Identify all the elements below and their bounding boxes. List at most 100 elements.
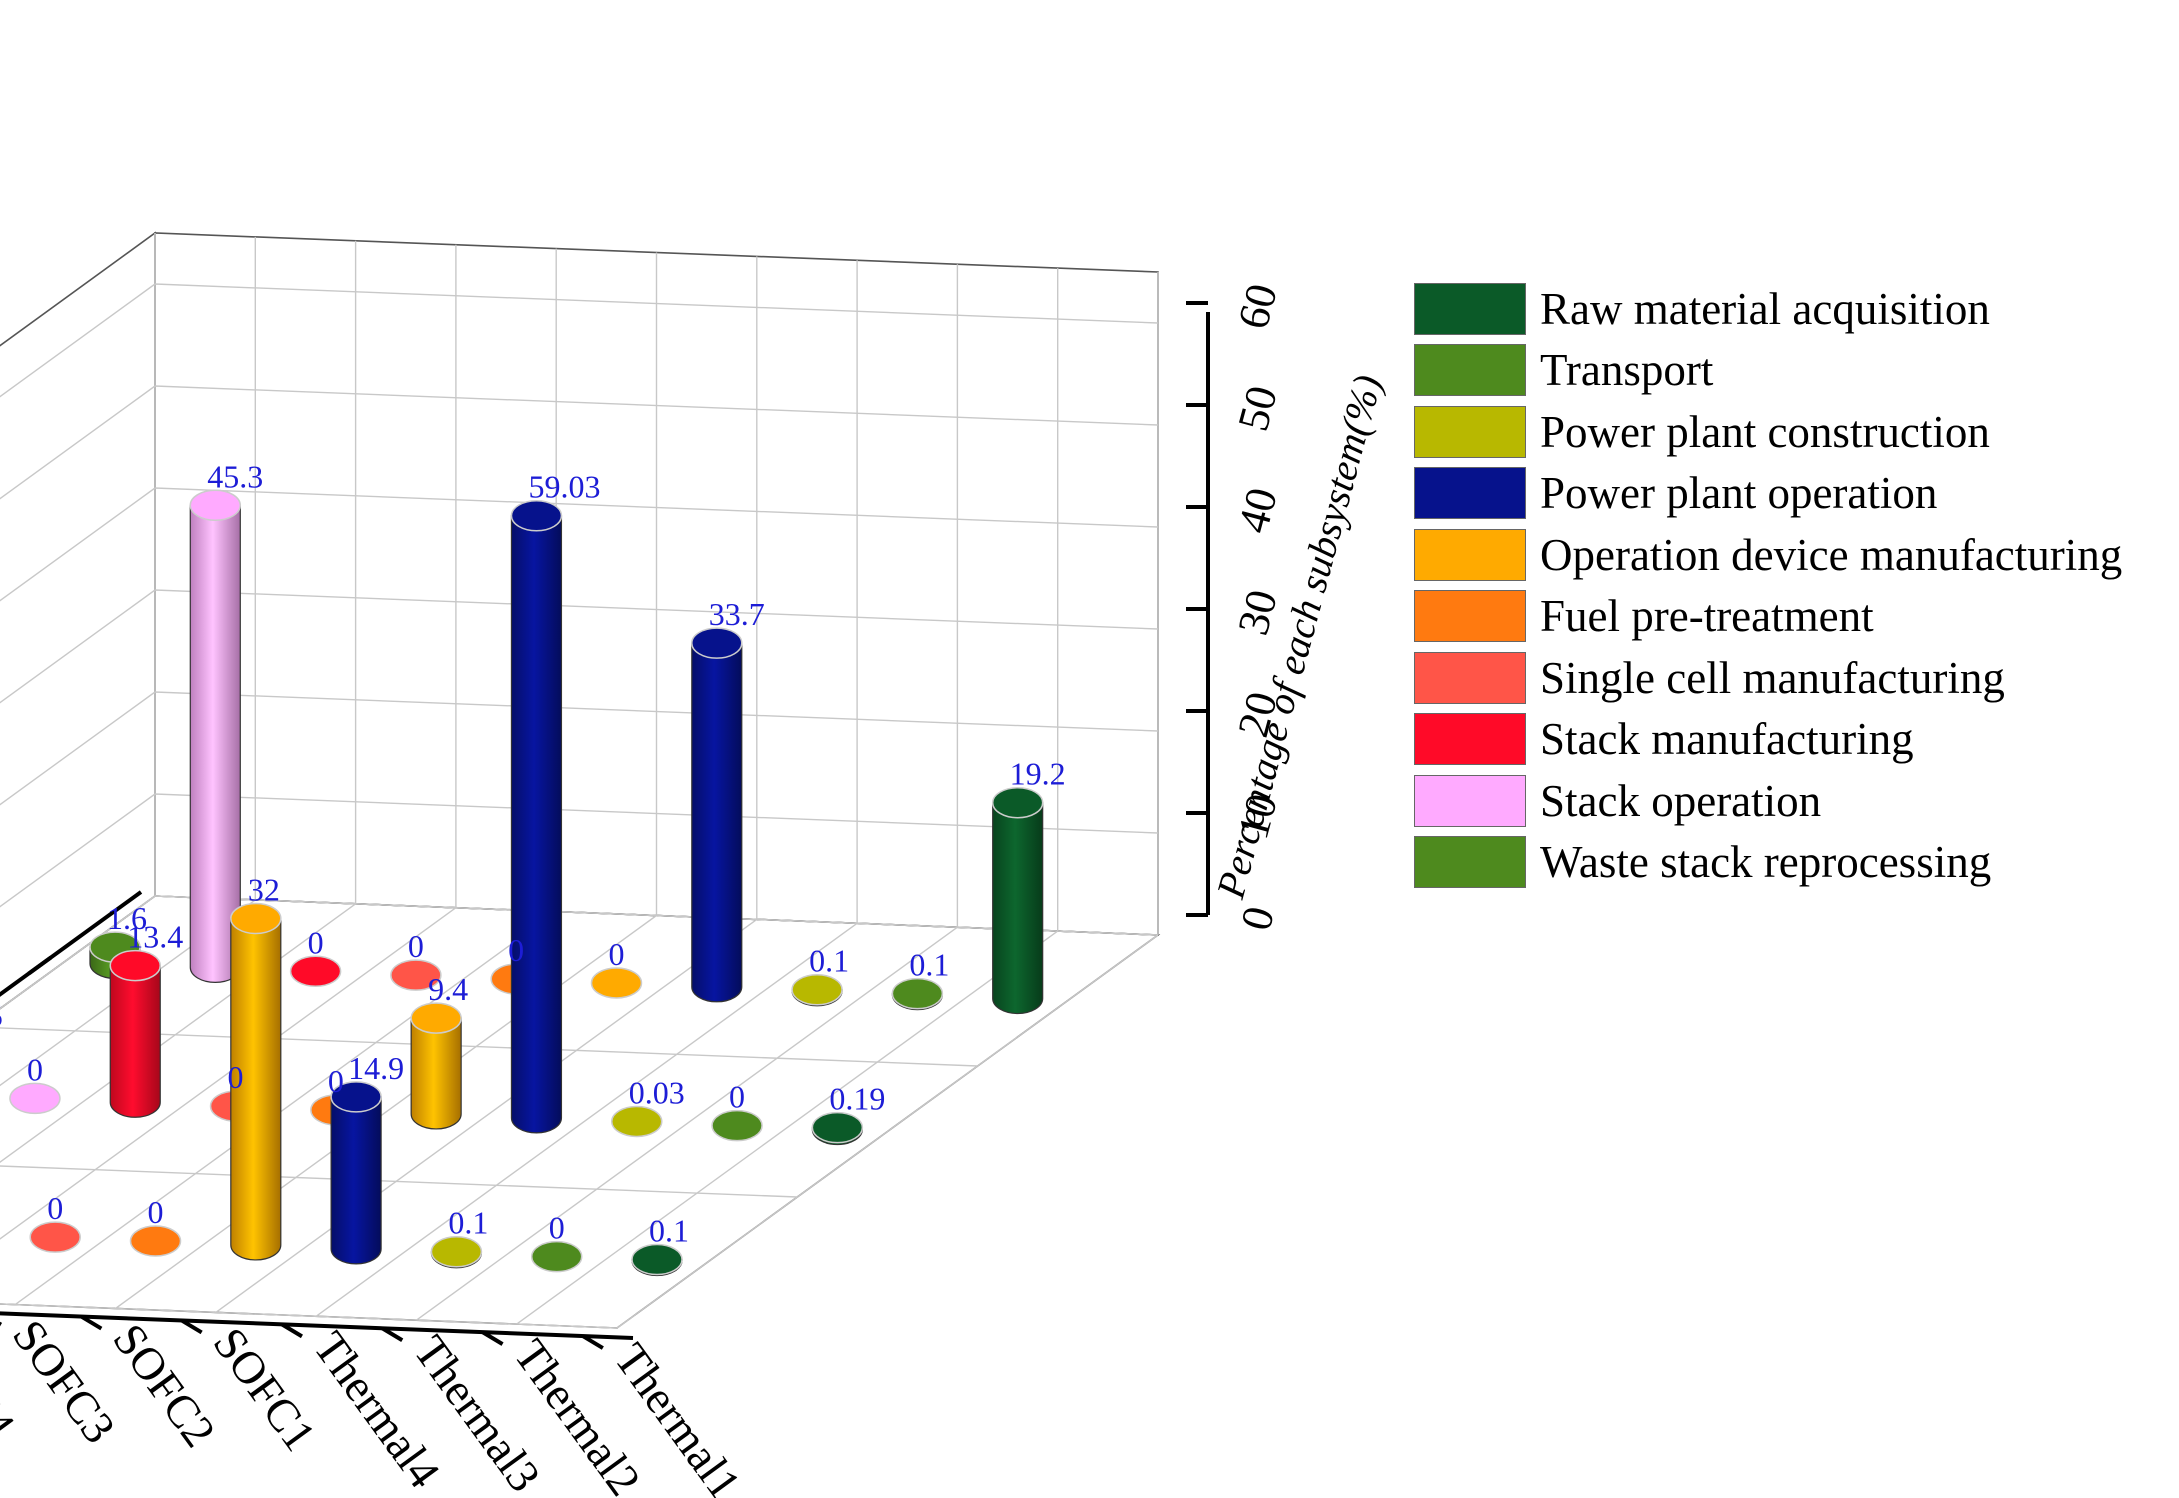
bar-top (29, 1221, 81, 1253)
legend-swatch (1414, 282, 1526, 335)
grid-line (215, 918, 758, 1313)
grid-line (0, 691, 1159, 806)
legend-item-stack-manufacturing: Stack manufacturing (1414, 709, 2122, 771)
bar-top (289, 955, 342, 987)
data-label-gwp-thermal2: 0.1 (909, 947, 949, 983)
data-label-ap-sofc3: 0 (228, 1059, 244, 1095)
system-tick (481, 1330, 504, 1346)
data-label-gwp-sofc1: 0 (608, 936, 624, 972)
bar-ep-thermal1 (631, 1243, 683, 1277)
system-label-sofc3: SOFC3 (3, 1311, 125, 1453)
legend-swatch (1414, 713, 1526, 766)
legend-swatch (1414, 344, 1526, 397)
bar-top (189, 489, 242, 522)
grid-line (0, 899, 256, 1087)
bar-gwp-thermal1 (991, 786, 1044, 1014)
system-tick (80, 1314, 103, 1331)
data-label-ap-sofc4: 13.4 (127, 919, 183, 955)
data-label-ep-sofc1: 32 (248, 872, 280, 908)
legend-swatch (1414, 590, 1526, 643)
z-tick-label: 50 (1228, 381, 1287, 436)
bar-ap-sofc5 (9, 1082, 61, 1115)
system-axis-line (0, 1311, 634, 1340)
grid-line (0, 385, 1159, 500)
legend-item-single-cell-manufacturing: Single cell manufacturing (1414, 647, 2122, 709)
bar-ap-sofc4 (109, 949, 161, 1118)
data-label-gwp-sofc6: 1.6 (107, 900, 147, 936)
data-label-ep-sofc3: 0 (47, 1190, 63, 1226)
data-label-ap-thermal1: 0.19 (829, 1081, 885, 1117)
data-label-ap-sofc1: 9.4 (428, 971, 468, 1007)
data-label-gwp-thermal4: 33.7 (709, 596, 765, 632)
bar-top (991, 786, 1044, 819)
grid-line (0, 283, 1159, 398)
bar-top (611, 1105, 663, 1138)
grid-line (14, 911, 557, 1306)
bar-gwp-sofc4 (289, 955, 342, 987)
legend-swatch (1414, 405, 1526, 458)
data-label-ap-thermal3: 0.03 (629, 1074, 685, 1110)
bar-top (891, 977, 944, 1010)
legend-label: Stack manufacturing (1540, 714, 1914, 765)
legend-label: Transport (1540, 345, 1714, 396)
data-label-ep-thermal4: 14.9 (348, 1050, 404, 1086)
legend-label: Fuel pre-treatment (1540, 591, 1874, 642)
legend-item-raw-material-acquisition: Raw material acquisition (1414, 278, 2122, 340)
bar-top (410, 1002, 462, 1034)
legend-item-stack-operation: Stack operation (1414, 770, 2122, 832)
bar-ep-thermal4 (330, 1081, 382, 1265)
legend-swatch (1414, 651, 1526, 704)
bar-ap-thermal4 (510, 499, 563, 1134)
bar-gwp-sofc3 (390, 959, 442, 991)
legend-label: Stack operation (1540, 775, 1822, 826)
legend-item-operation-device-manufacturing: Operation device manufacturing (1414, 524, 2122, 586)
bar-top (330, 1081, 382, 1113)
bar-top (631, 1243, 683, 1276)
bar-ep-sofc1 (230, 902, 282, 1261)
legend-label: Power plant operation (1540, 468, 1938, 519)
bar-body (992, 802, 1044, 1014)
bar-top (711, 1109, 763, 1142)
grid-line (0, 487, 1159, 602)
label-layer: 1.645.317.930034.4013.400018.500033.79.4… (0, 458, 1066, 1248)
bar-body (109, 964, 161, 1118)
grid-line (0, 1303, 618, 1329)
grid-line (0, 793, 1159, 908)
category-tick (27, 955, 53, 976)
data-label-ep-thermal1: 0.1 (649, 1213, 689, 1249)
bar-top (530, 1240, 583, 1273)
bar-ap-thermal2 (711, 1109, 763, 1142)
legend-label: Operation device manufacturing (1540, 529, 2123, 580)
legend-label: Single cell manufacturing (1540, 652, 2005, 703)
bar-layer (9, 489, 1044, 1277)
z-tick-label: 60 (1228, 279, 1287, 334)
system-tick (280, 1322, 303, 1339)
bar-body (410, 1017, 462, 1130)
bar-body (691, 642, 743, 1003)
bar-top (390, 959, 442, 991)
z-axis-title: Percentage of each subsystem(%) (1207, 370, 1390, 904)
bar-top (430, 1235, 483, 1268)
bar-body (189, 504, 241, 983)
bar-body (330, 1096, 382, 1265)
grid-line (415, 926, 958, 1321)
bar-body (230, 917, 282, 1261)
data-label-gwp-thermal1: 19.2 (1010, 756, 1066, 792)
grid-line (0, 1165, 798, 1198)
legend-swatch (1414, 774, 1526, 827)
bar-top (811, 1111, 864, 1144)
grid-line (616, 934, 1159, 1329)
grid-line (315, 922, 858, 1317)
data-label-gwp-sofc3: 0 (408, 928, 424, 964)
system-label-sofc1: SOFC1 (204, 1318, 326, 1460)
z-tick-label: 40 (1228, 483, 1287, 538)
system-tick (381, 1326, 404, 1342)
z-tick-label: 0 (1231, 901, 1284, 935)
legend-item-power-plant-operation: Power plant operation (1414, 463, 2122, 525)
bar-top (129, 1225, 182, 1257)
bar-top (9, 1082, 61, 1115)
legend-swatch (1414, 467, 1526, 520)
data-label-ep-sofc4: 18.5 (0, 998, 3, 1034)
grid-line (0, 907, 457, 1240)
bar-gwp-sofc5 (189, 489, 242, 983)
